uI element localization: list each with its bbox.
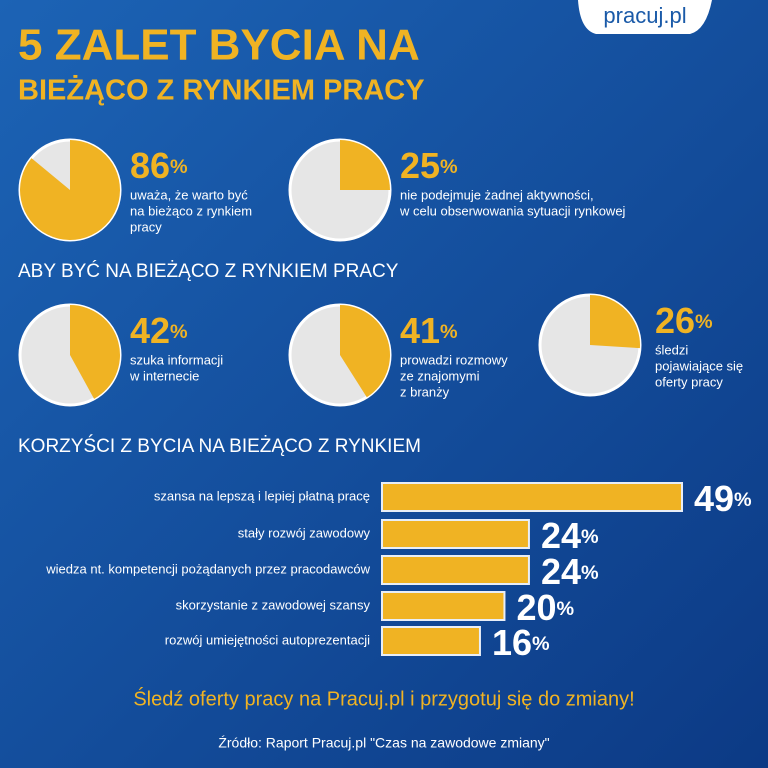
description: ze znajomymi — [400, 368, 480, 383]
description: pojawiające się — [655, 358, 743, 373]
description: w internecie — [129, 368, 199, 383]
value-label: 49% — [694, 478, 752, 519]
value-label: 41% — [400, 310, 458, 351]
value-label: 24% — [541, 515, 599, 556]
bar — [381, 591, 506, 621]
source: Źródło: Raport Pracuj.pl "Czas na zawodo… — [218, 735, 549, 751]
bar — [381, 555, 530, 585]
description: uważa, że warto być — [130, 187, 248, 202]
category-label: rozwój umiejętności autoprezentacji — [165, 632, 370, 647]
description: z branży — [400, 384, 450, 399]
section-heading: ABY BYĆ NA BIEŻĄCO Z RYNKIEM PRACY — [18, 260, 399, 282]
value-label: 16% — [492, 622, 550, 663]
description: w celu obserwowania sytuacji rynkowej — [399, 203, 626, 218]
category-label: skorzystanie z zawodowej szansy — [176, 597, 371, 612]
description: śledzi — [655, 342, 688, 357]
pie-slice — [19, 140, 120, 240]
value-label: 20% — [516, 587, 574, 628]
description: na bieżąco z rynkiem — [130, 203, 252, 218]
value-label: 24% — [541, 551, 599, 592]
title: BIEŻĄCO Z RYNKIEM PRACY — [18, 75, 425, 107]
category-label: wiedza nt. kompetencji pożądanych przez … — [45, 561, 370, 576]
description: szuka informacji — [130, 352, 223, 367]
call-to-action: Śledź oferty pracy na Pracuj.pl i przygo… — [133, 686, 634, 710]
logo-badge — [578, 0, 712, 34]
pie-slice — [590, 295, 640, 349]
pie-slice — [70, 305, 120, 399]
bar — [381, 519, 530, 549]
description: prowadzi rozmowy — [400, 352, 508, 367]
value-label: 26% — [655, 300, 713, 341]
value-label: 42% — [130, 310, 188, 351]
description: nie podejmuje żadnej aktywności, — [400, 187, 594, 202]
bar — [381, 482, 683, 512]
value-label: 25% — [400, 145, 458, 186]
pie-slice — [340, 305, 390, 398]
bar — [381, 626, 481, 656]
section-heading: KORZYŚCI Z BYCIA NA BIEŻĄCO Z RYNKIEM — [18, 435, 421, 457]
category-label: szansa na lepszą i lepiej płatną pracę — [154, 488, 370, 503]
pie-slice — [340, 140, 390, 190]
value-label: 86% — [130, 145, 188, 186]
title: 5 ZALET BYCIA NA — [18, 21, 420, 70]
description: oferty pracy — [655, 374, 723, 389]
category-label: stały rozwój zawodowy — [238, 525, 371, 540]
description: pracy — [130, 219, 162, 234]
logo: pracuj.pl — [603, 3, 686, 28]
